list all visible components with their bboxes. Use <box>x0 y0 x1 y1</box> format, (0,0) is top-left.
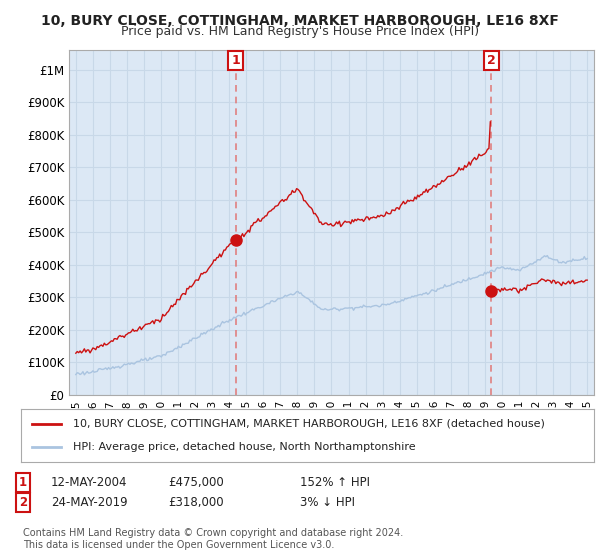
Text: 1: 1 <box>19 476 27 489</box>
Text: 12-MAY-2004: 12-MAY-2004 <box>51 476 128 489</box>
Text: 152% ↑ HPI: 152% ↑ HPI <box>300 476 370 489</box>
Text: £475,000: £475,000 <box>168 476 224 489</box>
Text: 2: 2 <box>19 496 27 509</box>
Text: HPI: Average price, detached house, North Northamptonshire: HPI: Average price, detached house, Nort… <box>73 442 415 452</box>
Text: Contains HM Land Registry data © Crown copyright and database right 2024.
This d: Contains HM Land Registry data © Crown c… <box>23 528 403 549</box>
Text: £318,000: £318,000 <box>168 496 224 509</box>
Text: 10, BURY CLOSE, COTTINGHAM, MARKET HARBOROUGH, LE16 8XF: 10, BURY CLOSE, COTTINGHAM, MARKET HARBO… <box>41 14 559 28</box>
Text: 3% ↓ HPI: 3% ↓ HPI <box>300 496 355 509</box>
Text: 1: 1 <box>231 54 240 67</box>
Text: 2: 2 <box>487 54 496 67</box>
Text: 10, BURY CLOSE, COTTINGHAM, MARKET HARBOROUGH, LE16 8XF (detached house): 10, BURY CLOSE, COTTINGHAM, MARKET HARBO… <box>73 419 544 429</box>
Text: 24-MAY-2019: 24-MAY-2019 <box>51 496 128 509</box>
Text: Price paid vs. HM Land Registry's House Price Index (HPI): Price paid vs. HM Land Registry's House … <box>121 25 479 38</box>
